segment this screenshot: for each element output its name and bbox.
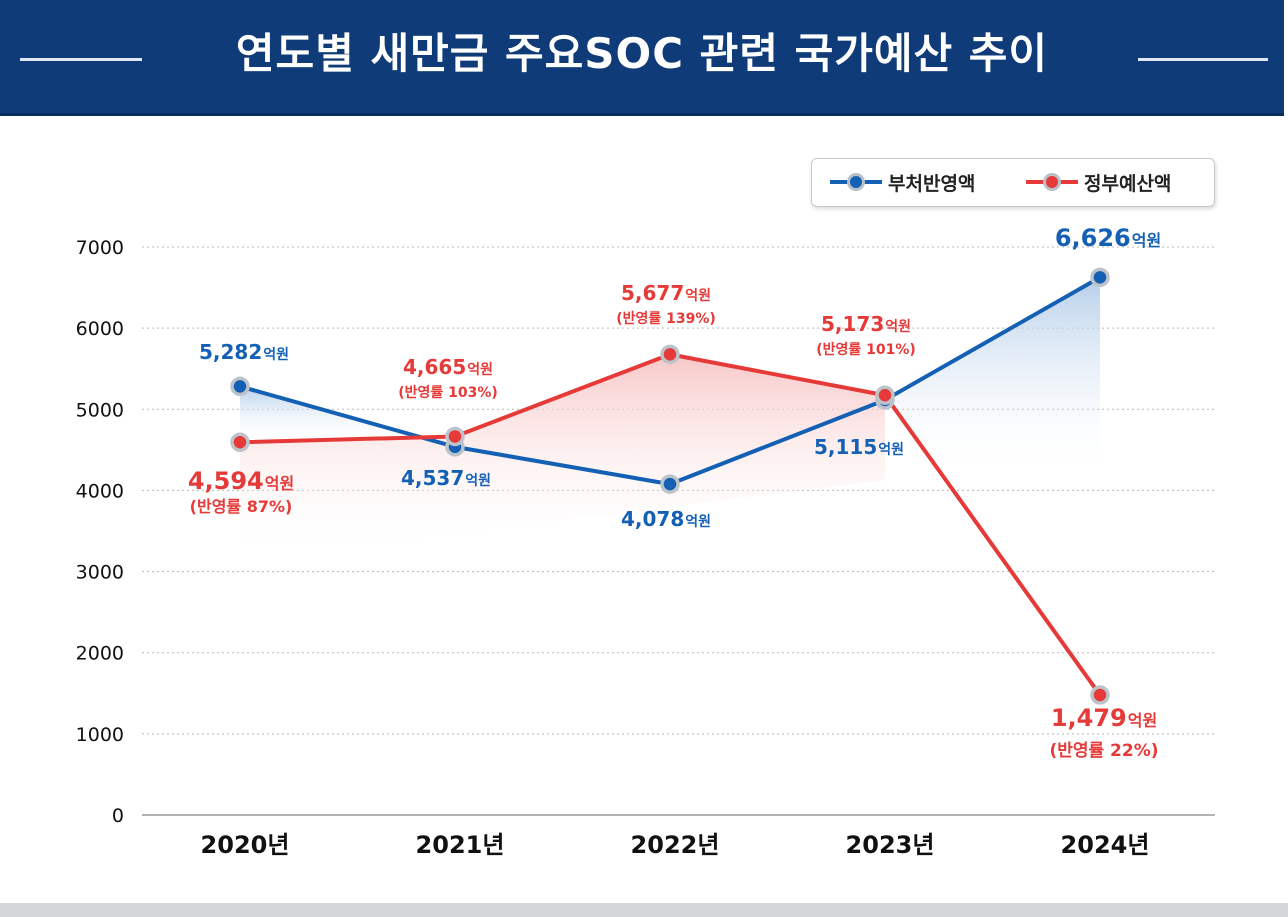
red-value-label: 4,665억원 (403, 355, 493, 379)
y-tick-label: 7000 (76, 237, 124, 259)
legend-item-red: 정부예산액 (1026, 167, 1171, 197)
legend-blue-line (830, 173, 882, 191)
legend-label-blue: 부처반영액 (888, 172, 976, 195)
x-tick-label: 2021년 (416, 831, 505, 859)
red-area-fill (240, 354, 885, 560)
rate-label: (반영률 101%) (816, 341, 916, 358)
blue-value-label: 4,537억원 (401, 466, 491, 490)
red-data-point (660, 344, 680, 365)
blue-data-point (230, 376, 250, 397)
legend-blue-marker (847, 173, 865, 191)
blue-data-point (1090, 267, 1110, 288)
red-value-label: 1,479억원 (1051, 704, 1157, 732)
x-tick-label: 2022년 (631, 831, 720, 859)
legend-red-line (1026, 173, 1078, 191)
y-tick-label: 2000 (76, 643, 124, 665)
banner-right-line (1138, 58, 1268, 61)
blue-value-label: 4,078억원 (621, 507, 711, 531)
rate-label: (반영률 103%) (398, 384, 498, 401)
legend-red-marker (1043, 173, 1061, 191)
red-data-point (875, 385, 895, 405)
title-banner: 연도별 새만금 주요SOC 관련 국가예산 추이 (0, 0, 1284, 113)
y-tick-label: 4000 (76, 480, 124, 502)
axis-labels: 0 1000 2000 3000 4000 5000 6000 7000 2020년 2021년 2… (76, 237, 1150, 859)
y-tick-label: 6000 (76, 318, 124, 340)
data-points (230, 267, 1110, 705)
blue-value-label: 5,115억원 (814, 435, 904, 459)
legend-label-red: 정부예산액 (1084, 172, 1172, 195)
y-tick-label: 0 (112, 805, 124, 827)
red-value-label: 5,677억원 (621, 281, 711, 305)
chart-legend: 부처반영액 정부예산액 (811, 158, 1215, 207)
blue-value-label: 6,626억원 (1055, 224, 1161, 252)
red-data-point (445, 426, 465, 447)
blue-value-label: 5,282억원 (199, 340, 289, 364)
rate-label: (반영률 87%) (190, 497, 293, 516)
blue-data-point (660, 474, 680, 494)
banner-left-line (20, 58, 142, 61)
y-tick-label: 1000 (76, 724, 124, 746)
rate-label: (반영률 22%) (1049, 741, 1158, 761)
red-value-label: 5,173억원 (821, 312, 911, 336)
x-tick-label: 2023년 (846, 831, 935, 859)
chart-title: 연도별 새만금 주요SOC 관련 국가예산 추이 (235, 29, 1049, 78)
red-value-label: 4,594억원 (188, 467, 294, 495)
bottom-bar (0, 903, 1288, 917)
y-tick-label: 5000 (76, 399, 124, 421)
red-data-point (230, 432, 250, 452)
rate-label: (반영률 139%) (616, 310, 716, 327)
data-labels: 5,282억원 4,537억원 4,078억원 5,115억원 6,626억원 4,594… (188, 224, 1161, 761)
blue-area-fill (887, 277, 1100, 480)
x-tick-label: 2020년 (201, 831, 290, 859)
legend-item-blue: 부처반영액 (830, 167, 975, 197)
red-data-point (1090, 685, 1110, 705)
x-tick-label: 2024년 (1061, 831, 1150, 859)
y-tick-label: 3000 (76, 562, 124, 584)
